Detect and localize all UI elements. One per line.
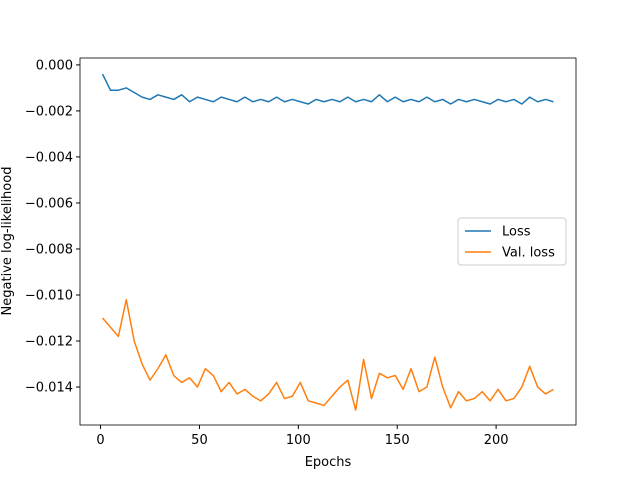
legend-label: Val. loss <box>502 246 555 261</box>
y-tick-label: −0.004 <box>25 150 73 165</box>
y-axis-label: Negative log-likelihood <box>0 167 15 316</box>
x-tick-label: 50 <box>191 433 208 448</box>
x-axis-label: Epochs <box>305 455 352 470</box>
legend-box <box>457 217 567 266</box>
y-tick-label: −0.006 <box>25 196 73 211</box>
y-tick-label: −0.002 <box>25 104 73 119</box>
y-tick-label: −0.012 <box>25 335 73 350</box>
y-tick-label: −0.014 <box>25 381 73 396</box>
y-tick-label: −0.010 <box>25 288 73 303</box>
y-tick-label: −0.008 <box>25 242 73 257</box>
x-tick-label: 150 <box>385 433 410 448</box>
plot-frame <box>79 57 577 426</box>
line-series <box>101 73 554 105</box>
y-tick-label: 0.000 <box>36 58 73 73</box>
line-series <box>101 298 554 411</box>
x-tick-label: 0 <box>96 433 104 448</box>
legend-label: Loss <box>502 225 531 240</box>
x-tick-label: 200 <box>484 433 509 448</box>
x-tick-label: 100 <box>286 433 311 448</box>
